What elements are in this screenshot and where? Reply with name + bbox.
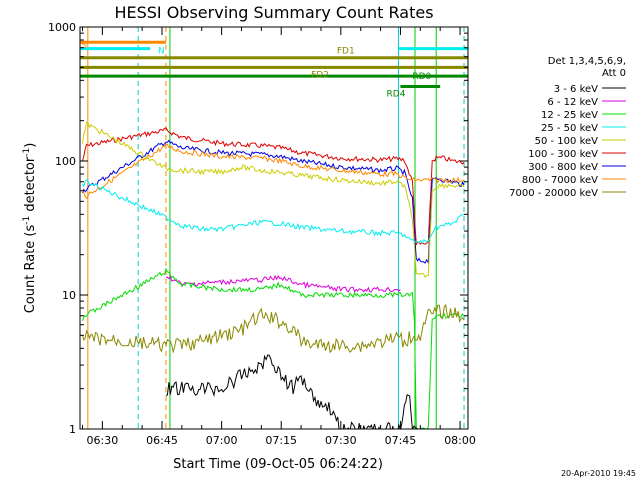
plot-area: S N FD1 FD2 RD0 RD4 [79,27,468,429]
x-tick-label-08:00: 08:00 [444,434,476,447]
legend-header-1: Att 0 [602,68,626,79]
series-line-c12_25 [82,267,465,429]
footer-timestamp: 20-Apr-2010 19:45 [561,469,636,478]
legend-label-3: 25 - 50 keV [541,123,598,134]
x-tick-label-06:45: 06:45 [146,434,178,447]
series-line-c50_100 [82,121,465,279]
series-line-c300_800 [82,139,465,265]
y-tick-label-10: 10 [62,289,76,302]
legend-label-8: 7000 - 20000 keV [509,188,598,199]
flag-label-RD0: RD0 [412,72,431,82]
legend-label-7: 800 - 7000 keV [522,175,598,186]
y-axis-label: Count Rate (s-1 detector-1) [22,143,38,314]
flag-label-RD4: RD4 [387,89,406,99]
legend-label-5: 100 - 300 keV [528,149,598,160]
y-axis-label-c: ) [23,143,38,148]
series-line-c100_300 [82,127,465,247]
series-line-c6_12 [165,274,401,293]
y-axis-ticks: 1 10 100 1000 [48,21,468,436]
series-line-c3_6 [165,354,421,429]
x-tick-label-07:15: 07:15 [265,434,297,447]
flag-label-S: S [81,41,87,51]
x-tick-label-06:30: 06:30 [87,434,119,447]
x-axis-label: Start Time (09-Oct-05 06:24:22) [173,457,383,472]
y-tick-label-100: 100 [55,155,76,168]
chart-title: HESSI Observing Summary Count Rates [114,3,433,22]
x-tick-label-07:30: 07:30 [325,434,357,447]
legend-label-2: 12 - 25 keV [541,110,598,121]
legend-label-4: 50 - 100 keV [535,136,599,147]
flag-label-N: N [158,47,165,57]
legend: Det 1,3,4,5,6,9,Att 0 3 - 6 keV 6 - 12 keV… [509,56,626,199]
series-line-c800_7000 [82,142,465,200]
y-tick-label-1: 1 [69,423,76,436]
flag-label-FD1: FD1 [337,47,355,57]
legend-label-1: 6 - 12 keV [547,97,598,108]
x-tick-label-07:00: 07:00 [206,434,238,447]
x-axis-ticks: 06:30 06:45 07:00 07:15 07:30 07:45 08:00 [82,27,476,447]
plot-frame [79,26,469,430]
x-tick-label-07:45: 07:45 [385,434,417,447]
legend-label-6: 300 - 800 keV [528,162,598,173]
y-axis-label-a: Count Rate (s [23,225,38,314]
flag-label-FD2: FD2 [311,70,329,80]
legend-header-0: Det 1,3,4,5,6,9, [548,56,626,67]
series-line-c25_50 [82,179,465,245]
series-line-c7000_20000 [82,303,465,354]
y-axis-label-b: detector [23,156,38,216]
y-tick-label-1000: 1000 [48,21,76,34]
y-axis-label-sup1: -1 [22,216,32,225]
legend-label-0: 3 - 6 keV [554,84,598,95]
y-axis-label-sup2: -1 [22,148,32,157]
